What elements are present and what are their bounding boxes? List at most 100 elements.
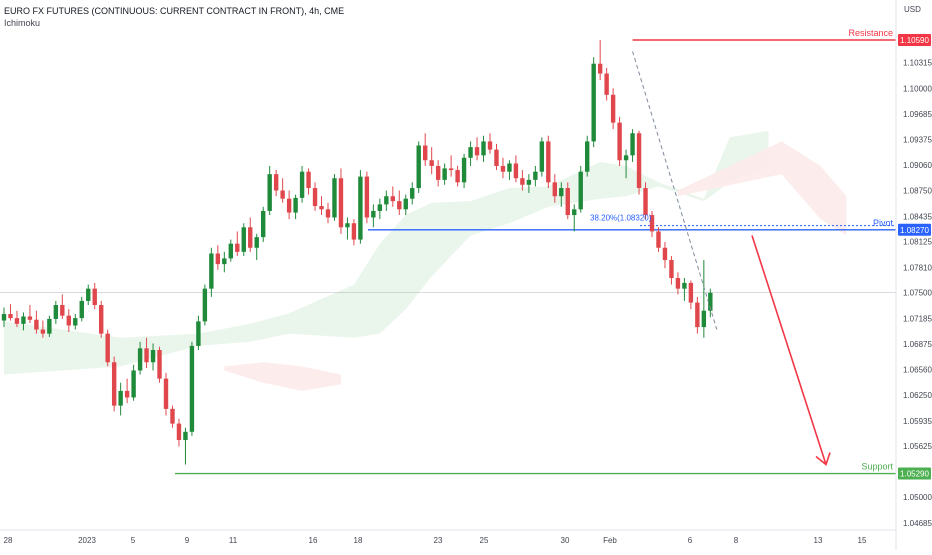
candle-body [66, 315, 71, 326]
candle-body [261, 210, 266, 238]
x-tick-label: 8 [734, 536, 739, 545]
symbol-title: EURO FX FUTURES (CONTINUOUS: CURRENT CON… [4, 6, 345, 16]
candle-body [293, 197, 298, 213]
candle-body [105, 333, 110, 363]
candle-body [397, 201, 402, 210]
candle-body [73, 318, 78, 326]
candle-body [306, 171, 311, 189]
y-tick-label: 1.05935 [903, 417, 932, 426]
x-tick-label: 2023 [78, 536, 96, 545]
candle-body [513, 163, 519, 179]
y-tick-label: 1.10000 [903, 84, 932, 93]
candle-body [345, 223, 350, 228]
candle-body [688, 282, 694, 303]
candle-body [682, 282, 687, 289]
candle-body [695, 302, 700, 328]
candle-body [118, 390, 123, 406]
x-tick-label: Feb [603, 536, 617, 545]
candle-body [442, 168, 447, 180]
candle-body [286, 198, 292, 213]
candle-body [468, 147, 473, 158]
candle-body [539, 141, 545, 172]
x-tick-label: 6 [688, 536, 693, 545]
candle-body [215, 253, 221, 265]
x-tick-label: 30 [561, 536, 570, 545]
indicator-label: Ichimoku [4, 18, 41, 28]
candle-body [150, 350, 156, 363]
candle-body [390, 196, 395, 202]
candle-body [131, 370, 136, 398]
ichimoku-cloud [4, 130, 847, 391]
candle-body [403, 198, 408, 210]
candle-body [241, 227, 246, 252]
y-tick-label: 1.06250 [903, 391, 932, 400]
x-tick-label: 9 [185, 536, 190, 545]
candle-body [209, 253, 214, 289]
candle-body [565, 188, 570, 216]
x-tick-label: 18 [354, 536, 363, 545]
y-tick-label: 1.08435 [903, 212, 932, 221]
x-tick-label: 5 [131, 536, 136, 545]
y-tick-label: 1.05625 [903, 442, 932, 451]
ichimoku-cloud-red-early [224, 362, 341, 391]
candle-body [675, 278, 681, 289]
candle-body [157, 350, 162, 379]
candle-body [610, 94, 616, 123]
candle-body [604, 73, 609, 95]
level-lines [175, 39, 896, 475]
candle-body [455, 170, 460, 183]
candle-body [481, 141, 486, 156]
candle-body [137, 348, 143, 371]
candle-body [423, 145, 428, 161]
candle-body [351, 223, 357, 240]
axis-currency: USD [904, 5, 921, 14]
y-tick-label: 1.09685 [903, 110, 932, 119]
projection-arrow-line [751, 235, 827, 465]
y-tick-label: 1.05000 [903, 493, 932, 502]
y-tick-label: 1.10315 [903, 58, 932, 67]
candle-body [448, 168, 454, 171]
candle-body [34, 319, 39, 330]
y-tick-label: 1.04685 [903, 519, 932, 528]
candle-body [280, 190, 285, 199]
y-tick-label: 1.09060 [903, 161, 932, 170]
candle-body [559, 188, 564, 197]
candle-body [99, 305, 104, 334]
candle-body [429, 160, 434, 166]
candle-body [487, 141, 493, 150]
candle-body [416, 145, 421, 189]
candle-body [299, 171, 305, 198]
candle-body [623, 155, 629, 161]
candle-body [163, 378, 169, 409]
candle-body [144, 348, 149, 363]
candle-body [669, 260, 674, 279]
y-tick-label: 1.07185 [903, 315, 932, 324]
candle-body [183, 431, 188, 440]
candle-body [617, 122, 622, 161]
y-tick-label: 1.08750 [903, 187, 932, 196]
candle-body [364, 176, 370, 218]
candle-body [630, 133, 635, 156]
candle-body [53, 305, 59, 319]
candle-body [79, 300, 84, 319]
candle-body [196, 321, 201, 346]
candles [1, 40, 713, 465]
candle-body [170, 408, 175, 424]
candle-body [572, 209, 577, 216]
candle-body [636, 133, 642, 189]
y-tick-label: 1.06560 [903, 366, 932, 375]
x-tick-label: 16 [309, 536, 318, 545]
candle-body [371, 210, 376, 218]
candle-body [656, 231, 661, 248]
resistance-label: Resistance [848, 28, 893, 38]
candle-body [47, 318, 52, 334]
candle-body [591, 63, 596, 142]
support-price-badge: 1.05290 [900, 470, 929, 479]
ichimoku-cloud-red-late [677, 141, 847, 236]
candle-body [552, 182, 557, 197]
candle-body [643, 188, 648, 216]
x-tick-label: 25 [480, 536, 489, 545]
